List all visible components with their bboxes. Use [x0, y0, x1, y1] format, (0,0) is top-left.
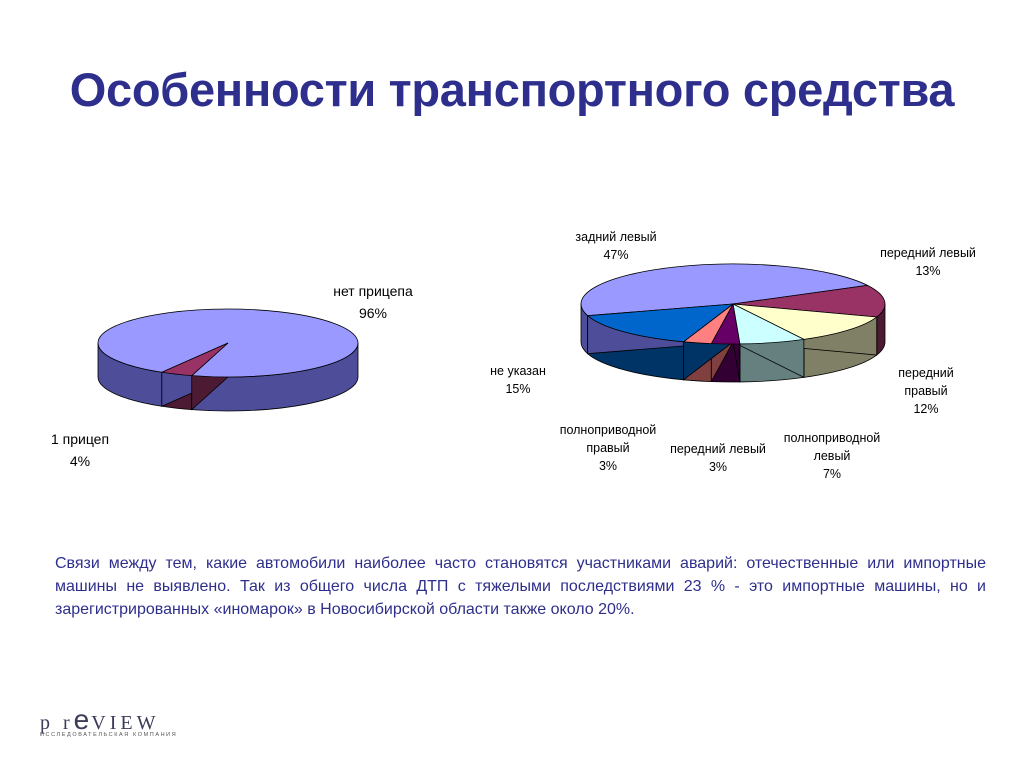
wheel-position-pie-chart	[580, 263, 886, 383]
pie1-label-no-trailer: нет прицепа	[333, 283, 413, 299]
pie2-label-front-right-1: передний	[898, 366, 954, 380]
pie1-label-one-trailer: 1 прицеп	[51, 431, 109, 447]
pie1-pct-one-trailer: 4%	[70, 453, 90, 469]
pie2-label-awd-left-2: левый	[814, 449, 851, 463]
pie2-label-front-left-small: передний левый	[670, 442, 766, 456]
pie2-label-awd-right-2: правый	[586, 441, 629, 455]
pie2-label-awd-left-1: полноприводной	[784, 431, 881, 445]
pie2-pct-rear-left: 47%	[603, 248, 628, 262]
pie2-pct-front-left: 13%	[915, 264, 940, 278]
trailer-pie-chart	[97, 308, 359, 412]
pie2-pct-not-specified: 15%	[505, 382, 530, 396]
description-paragraph: Связи между тем, какие автомобили наибол…	[55, 555, 986, 618]
pie2-slice-6	[586, 303, 735, 343]
pie1-pct-no-trailer: 96%	[359, 305, 387, 321]
pie2-pct-front-left-small: 3%	[709, 460, 727, 474]
pie2-slice-1	[732, 284, 886, 318]
logo-wordmark: p reVIEW	[40, 704, 160, 735]
pie2-pct-awd-left: 7%	[823, 467, 841, 481]
pie2-pct-front-right: 12%	[913, 402, 938, 416]
pie2-slice-0	[580, 263, 869, 317]
pie2-slice-2	[732, 303, 878, 340]
pie2-pct-awd-right: 3%	[599, 459, 617, 473]
preview-logo: p reVIEW ИССЛЕДОВАТЕЛЬСКАЯ КОМПАНИЯ	[40, 704, 180, 744]
slide-title: Особенности транспортного средства	[69, 63, 955, 116]
pie1-slice-1	[160, 342, 229, 377]
pie2-label-awd-right-1: полноприводной	[560, 423, 657, 437]
pie2-label-front-right-2: правый	[904, 384, 947, 398]
pie2-label-rear-left: задний левый	[575, 230, 656, 244]
pie2-label-front-left: передний левый	[880, 246, 976, 260]
pie2-label-not-specified: не указан	[490, 364, 546, 378]
logo-subtitle: ИССЛЕДОВАТЕЛЬСКАЯ КОМПАНИЯ	[40, 732, 178, 738]
